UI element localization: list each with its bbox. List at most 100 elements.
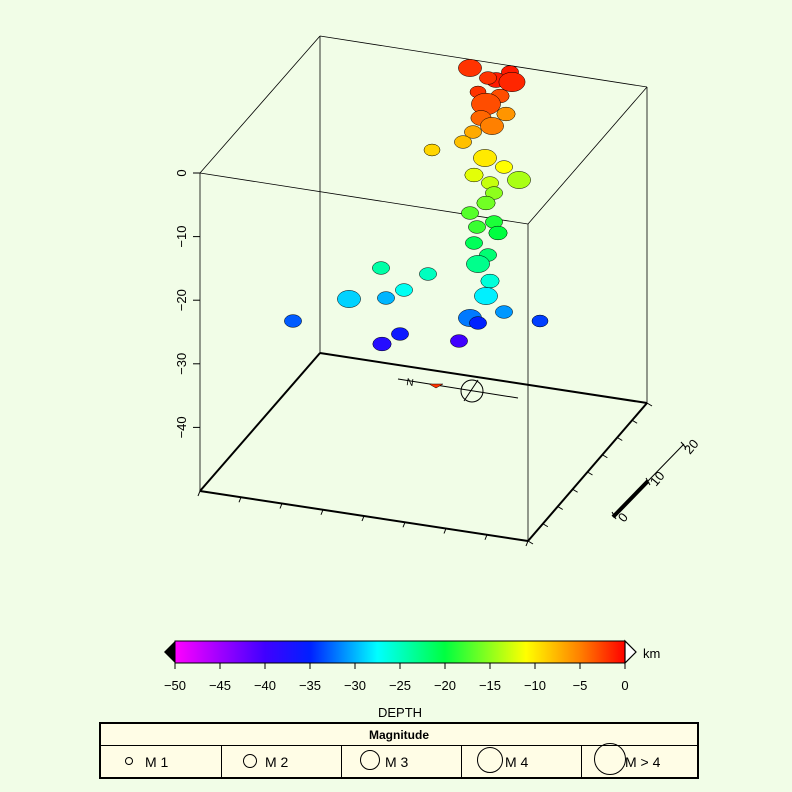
bottom-tick-mark xyxy=(238,497,242,503)
bottom-tick-mark xyxy=(631,419,638,424)
magnitude-circle-icon xyxy=(125,757,133,765)
event-marker xyxy=(469,316,487,330)
z-axis: 0 −10 −20 −30 −40 xyxy=(174,169,200,438)
event-marker xyxy=(495,305,513,319)
bottom-tick-mark xyxy=(616,437,623,441)
scale-tick-label: 20 xyxy=(681,436,702,457)
event-marker xyxy=(419,267,437,281)
magnitude-circle-icon xyxy=(477,747,503,773)
event-marker xyxy=(474,287,498,305)
colorbar-title: DEPTH xyxy=(378,705,422,720)
box-edge xyxy=(199,35,321,174)
event-marker xyxy=(496,106,516,122)
event-marker xyxy=(465,236,483,250)
colorbar-tick-label: 0 xyxy=(621,678,628,693)
event-marker xyxy=(480,273,500,289)
event-marker xyxy=(284,314,302,328)
colorbar-tick-label: −50 xyxy=(164,678,186,693)
legend-item-label: M > 4 xyxy=(625,754,661,770)
bottom-tick-mark xyxy=(646,402,653,407)
event-marker xyxy=(372,336,392,352)
event-marker xyxy=(476,195,496,211)
bottom-tick-mark xyxy=(527,540,534,545)
box-edge xyxy=(527,86,648,225)
bottom-tick-mark xyxy=(361,515,365,522)
bottom-tick-mark xyxy=(557,506,564,510)
event-marker xyxy=(466,255,490,273)
colorbar: −50 −45 −40 −35 −30 −25 −20 −15 −10 −5 0 km DEPTH xyxy=(164,639,660,720)
event-marker xyxy=(391,327,409,341)
legend-item-m4: M 4 xyxy=(461,746,581,777)
event-marker xyxy=(531,314,549,328)
svg-text:N: N xyxy=(406,377,415,389)
event-marker xyxy=(495,160,513,174)
event-marker xyxy=(468,220,486,234)
magnitude-legend: Magnitude M 1 M 2 M 3 M 4 M > 4 xyxy=(99,722,699,779)
legend-title: Magnitude xyxy=(101,724,697,746)
event-marker xyxy=(461,206,479,220)
z-tick-label: 0 xyxy=(174,169,189,176)
bottom-tick-mark xyxy=(279,503,283,509)
events-layer xyxy=(284,59,549,352)
bottom-tick-mark xyxy=(602,454,608,459)
colorbar-unit: km xyxy=(643,646,660,661)
magnitude-circle-icon xyxy=(594,743,626,775)
event-marker xyxy=(337,290,361,308)
scale-tick-label: 10 xyxy=(647,468,668,489)
legend-item-label: M 1 xyxy=(145,754,169,770)
scale-bar: 0 10 20 xyxy=(611,436,702,525)
z-tick-label: −40 xyxy=(174,416,189,438)
event-marker xyxy=(377,291,395,305)
event-marker xyxy=(464,125,482,139)
box-frame xyxy=(199,35,648,542)
north-arrow-icon: N xyxy=(397,377,519,403)
magnitude-circle-icon xyxy=(243,754,257,768)
colorbar-tick-label: −30 xyxy=(344,678,366,693)
legend-item-label: M 2 xyxy=(265,754,289,770)
colorbar-gradient xyxy=(174,640,626,664)
colorbar-tick-label: −40 xyxy=(254,678,276,693)
event-marker xyxy=(488,225,508,241)
box-edge xyxy=(199,352,321,492)
colorbar-tick-label: −10 xyxy=(524,678,546,693)
z-tick-label: −20 xyxy=(174,289,189,311)
magnitude-circle-icon xyxy=(360,750,380,770)
event-marker xyxy=(450,334,468,348)
bottom-tick-mark xyxy=(542,523,549,528)
legend-item-m1: M 1 xyxy=(101,746,221,777)
event-marker xyxy=(423,143,441,157)
z-tick-label: −10 xyxy=(174,226,189,248)
bottom-tick-mark xyxy=(320,509,324,515)
z-tick-label: −30 xyxy=(174,353,189,375)
box-edge xyxy=(319,35,648,88)
event-marker xyxy=(507,171,531,189)
colorbar-tick-label: −5 xyxy=(573,678,588,693)
legend-item-label: M 4 xyxy=(505,754,529,770)
colorbar-tick-label: −15 xyxy=(479,678,501,693)
bottom-tick-mark xyxy=(197,490,201,497)
colorbar-tick-label: −25 xyxy=(389,678,411,693)
event-marker xyxy=(458,59,482,77)
legend-item-m5: M > 4 xyxy=(581,743,701,777)
event-marker xyxy=(395,283,413,297)
colorbar-tick-label: −45 xyxy=(209,678,231,693)
event-marker xyxy=(479,71,497,85)
event-marker xyxy=(480,117,504,135)
colorbar-tick-label: −35 xyxy=(299,678,321,693)
legend-item-label: M 3 xyxy=(385,754,409,770)
box-edge xyxy=(319,352,648,404)
event-marker xyxy=(464,167,484,183)
event-marker xyxy=(498,72,526,92)
event-marker xyxy=(473,149,497,167)
bottom-tick-mark xyxy=(525,540,529,547)
legend-item-m2: M 2 xyxy=(221,746,341,777)
bottom-tick-mark xyxy=(587,471,593,476)
event-marker xyxy=(454,135,472,149)
legend-item-m3: M 3 xyxy=(341,746,461,777)
event-marker xyxy=(372,261,390,275)
scale-tick-label: 0 xyxy=(615,510,631,525)
bottom-tick-mark xyxy=(402,522,406,528)
colorbar-max-arrow xyxy=(624,639,637,665)
bottom-tick-mark xyxy=(572,488,578,493)
